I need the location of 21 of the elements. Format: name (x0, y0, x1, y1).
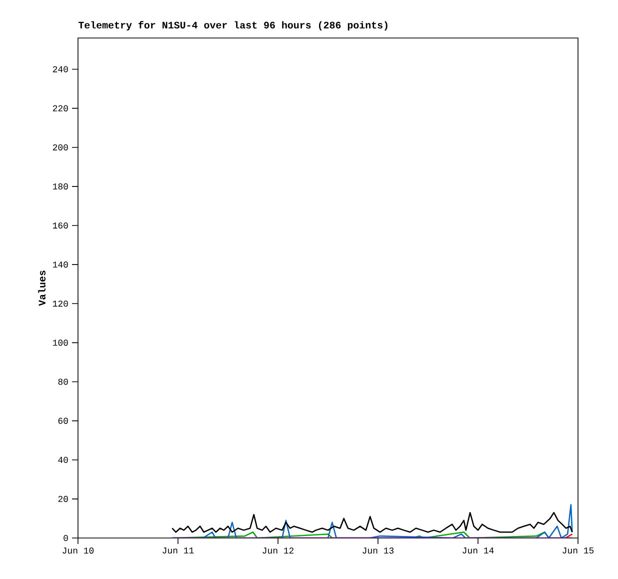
x-tick-label: Jun 12 (262, 548, 294, 554)
x-tick-label: Jun 15 (562, 548, 594, 554)
y-tick-label: 180 (52, 183, 68, 190)
y-tick-label: 40 (58, 456, 68, 463)
x-tick-label: Jun 13 (362, 548, 394, 554)
y-tick-label: 100 (52, 340, 68, 346)
chart-title: Telemetry for N1SU-4 over last 96 hours (286 points) (78, 21, 388, 30)
y-tick-label: 200 (52, 144, 68, 150)
y-tick-label: 80 (58, 378, 68, 385)
y-axis-title: Values (38, 270, 46, 306)
y-tick-label: 120 (52, 300, 68, 307)
y-tick-label: 160 (52, 222, 68, 229)
y-tick-label: 240 (52, 66, 68, 72)
y-tick-label: 20 (58, 496, 68, 502)
x-tick-label: Jun 10 (62, 548, 94, 554)
x-tick-label: Jun 14 (462, 548, 494, 554)
x-tick-label: Jun 11 (162, 548, 194, 554)
y-tick-label: 220 (52, 105, 68, 112)
y-tick-label: 60 (58, 418, 68, 424)
y-tick-label: 0 (64, 534, 68, 542)
y-tick-label: 140 (52, 262, 68, 268)
